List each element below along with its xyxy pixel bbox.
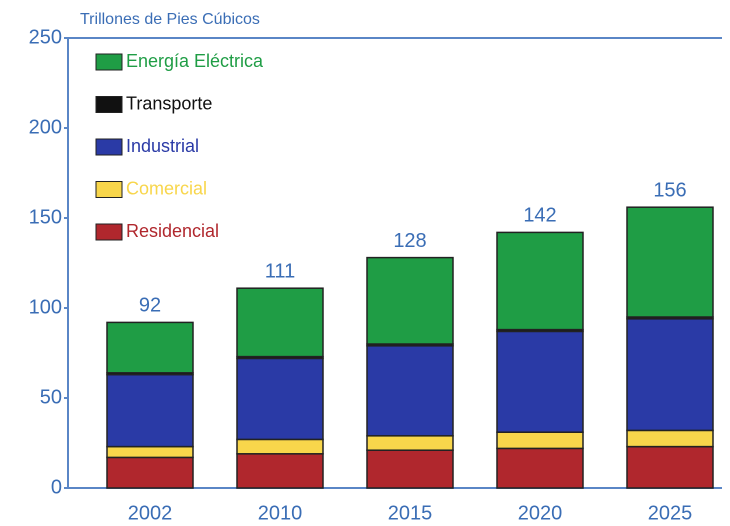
bar-segment bbox=[366, 345, 454, 437]
total-label: 128 bbox=[393, 230, 426, 252]
total-label: 92 bbox=[139, 295, 161, 317]
axis-title: Trillones de Pies Cúbicos bbox=[80, 11, 260, 28]
bar-segment bbox=[236, 357, 324, 441]
bar-segment bbox=[366, 256, 454, 345]
bar-segment bbox=[236, 438, 324, 455]
bar-segment bbox=[626, 429, 714, 448]
bar-segment bbox=[106, 373, 194, 448]
legend-swatch bbox=[95, 181, 123, 198]
bar-segment bbox=[106, 456, 194, 489]
legend-label: Residencial bbox=[126, 221, 219, 241]
x-tick-label: 2010 bbox=[258, 502, 303, 524]
y-tick-label: 0 bbox=[51, 476, 62, 498]
legend-swatch bbox=[95, 96, 123, 113]
total-label: 142 bbox=[523, 205, 556, 227]
x-tick-label: 2020 bbox=[518, 502, 563, 524]
bar-segment bbox=[106, 321, 194, 374]
bar-segment bbox=[626, 206, 714, 318]
bar-segment bbox=[496, 431, 584, 450]
total-label: 156 bbox=[653, 179, 686, 201]
legend-label: Transporte bbox=[126, 93, 212, 113]
legend-swatch bbox=[95, 223, 123, 241]
total-label: 111 bbox=[265, 260, 295, 282]
legend-label: Industrial bbox=[126, 136, 199, 156]
bar-segment bbox=[366, 435, 454, 451]
bar-segment bbox=[236, 453, 324, 489]
bar-segment bbox=[106, 445, 194, 459]
y-tick-label: 50 bbox=[40, 386, 62, 408]
legend-swatch bbox=[95, 138, 123, 156]
y-tick-label: 100 bbox=[29, 296, 62, 318]
y-tick-label: 250 bbox=[29, 26, 62, 48]
bar-segment bbox=[496, 231, 584, 331]
bar-segment bbox=[496, 330, 584, 433]
bar-segment bbox=[366, 449, 454, 489]
x-tick-label: 2025 bbox=[648, 502, 693, 524]
bar-segment bbox=[626, 318, 714, 432]
x-tick-label: 2002 bbox=[128, 502, 173, 524]
bar-segment bbox=[626, 445, 714, 489]
y-tick-label: 200 bbox=[29, 116, 62, 138]
legend-swatch bbox=[95, 53, 123, 71]
x-tick-label: 2015 bbox=[388, 502, 433, 524]
bar-segment bbox=[496, 447, 584, 489]
bar-segment bbox=[236, 287, 324, 358]
legend-label: Energía Eléctrica bbox=[126, 51, 264, 71]
y-tick-label: 150 bbox=[29, 206, 62, 228]
legend-label: Comercial bbox=[126, 178, 207, 198]
